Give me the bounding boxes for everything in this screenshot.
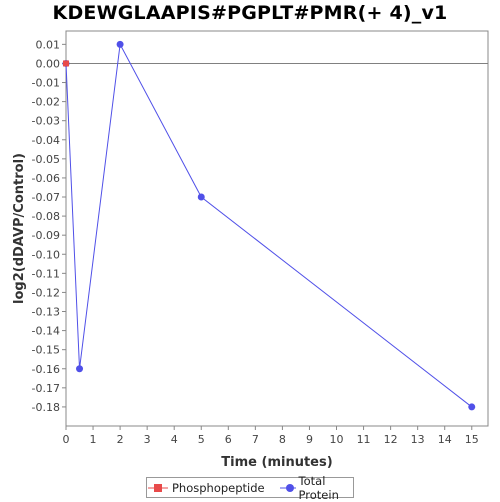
x-tick-label: 2 (117, 433, 124, 446)
y-axis-label: log2(dDAVP/Control) (12, 153, 27, 304)
y-tick-label: -0.09 (32, 229, 60, 242)
x-tick-label: 10 (330, 433, 344, 446)
y-tick-label: -0.16 (32, 363, 60, 376)
y-tick-label: -0.10 (32, 248, 60, 261)
x-tick-label: 3 (144, 433, 151, 446)
y-tick-label: -0.12 (32, 286, 60, 299)
x-tick-label: 12 (384, 433, 398, 446)
y-tick-label: -0.17 (32, 382, 60, 395)
y-tick-label: -0.15 (32, 344, 60, 357)
x-tick-label: 1 (90, 433, 97, 446)
legend-label-total-protein: Total Protein (298, 473, 339, 502)
chart-legend: Phosphopeptide Total Protein (146, 474, 354, 502)
legend-label-phosphopeptide: Phosphopeptide (172, 480, 265, 495)
y-tick-label: -0.11 (32, 267, 60, 280)
y-tick-label: -0.14 (32, 325, 60, 338)
y-tick-label: -0.01 (32, 77, 60, 90)
x-tick-label: 11 (357, 433, 371, 446)
y-tick-label: -0.18 (32, 401, 60, 414)
x-tick-label: 15 (465, 433, 479, 446)
y-tick-label: -0.07 (32, 191, 60, 204)
x-tick-label: 13 (411, 433, 425, 446)
x-tick-label: 14 (438, 433, 452, 446)
y-tick-label: -0.08 (32, 210, 60, 223)
plot-area (65, 30, 489, 427)
y-tick-label: -0.02 (32, 96, 60, 109)
chart-title: KDEWGLAAPIS#PGPLT#PMR(+ 4)_v1 (52, 2, 448, 24)
x-tick-label: 8 (279, 433, 286, 446)
data-point-total-protein (116, 40, 124, 48)
x-tick-label: 7 (252, 433, 259, 446)
data-point-phosphopeptide (63, 60, 69, 67)
x-tick-label: 6 (225, 433, 232, 446)
x-tick-label: 4 (171, 433, 178, 446)
x-tick-label: 0 (63, 433, 70, 446)
legend-swatch-phosphopeptide (148, 483, 168, 492)
x-axis-label: Time (minutes) (221, 455, 332, 470)
x-tick-label: 5 (198, 433, 205, 446)
data-point-total-protein (76, 365, 84, 373)
y-tick-label: 0.00 (36, 57, 61, 70)
x-tick-label: 9 (306, 433, 313, 446)
data-point-total-protein (468, 403, 476, 411)
y-tick-label: -0.06 (32, 172, 60, 185)
y-tick-label: -0.13 (32, 306, 60, 319)
y-tick-label: -0.05 (32, 153, 60, 166)
y-tick-label: -0.04 (32, 134, 60, 147)
data-point-total-protein (197, 193, 205, 201)
y-tick-label: 0.01 (36, 38, 61, 51)
legend-item-total-protein: Total Protein (279, 474, 353, 502)
legend-swatch-total-protein (279, 483, 296, 492)
y-tick-label: -0.03 (32, 115, 60, 128)
legend-item-phosphopeptide: Phosphopeptide (147, 481, 265, 495)
